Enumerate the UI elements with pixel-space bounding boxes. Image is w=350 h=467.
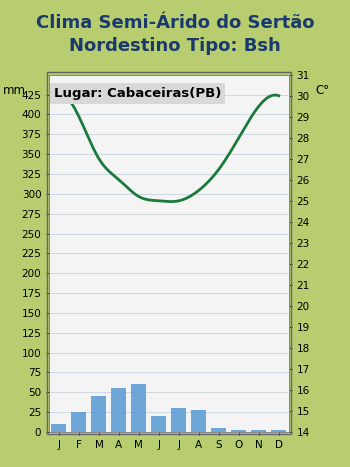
Text: mm: mm (2, 84, 26, 97)
Bar (91, 396, 106, 432)
Text: C°: C° (315, 84, 329, 97)
Bar (111, 389, 126, 432)
Bar (271, 430, 286, 432)
Bar (51, 424, 66, 432)
Bar (191, 410, 206, 432)
Bar (152, 416, 166, 432)
Text: Lugar: Cabaceiras(PB): Lugar: Cabaceiras(PB) (54, 87, 221, 100)
Bar (172, 408, 186, 432)
Bar (251, 431, 266, 432)
Text: Clima Semi-Árido do Sertão
Nordestino Tipo: Bsh: Clima Semi-Árido do Sertão Nordestino Ti… (36, 14, 314, 56)
Bar (231, 431, 246, 432)
Bar (71, 412, 86, 432)
Bar (131, 384, 146, 432)
Bar (211, 428, 226, 432)
